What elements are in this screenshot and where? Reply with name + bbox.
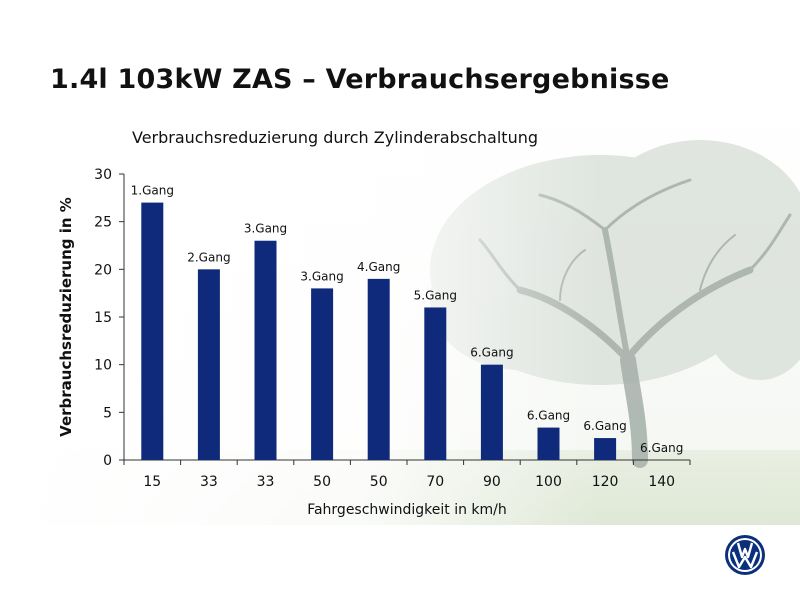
y-tick-label: 10	[94, 358, 112, 374]
bar	[141, 202, 164, 460]
data-label: 3.Gang	[300, 269, 343, 283]
y-tick-label: 25	[94, 215, 112, 231]
volkswagen-logo-icon	[725, 535, 765, 575]
y-tick-label: 15	[94, 310, 112, 326]
data-label: 2.Gang	[187, 250, 230, 264]
x-tick-label: 15	[143, 474, 161, 490]
bar	[480, 364, 503, 460]
bar-series	[141, 202, 617, 460]
page-title: 1.4l 103kW ZAS – Verbrauchsergebnisse	[50, 64, 670, 95]
x-tick-label: 50	[370, 474, 388, 490]
x-tick-label: 90	[483, 474, 501, 490]
data-label: 6.Gang	[640, 441, 683, 455]
x-tick-label: 120	[592, 474, 619, 490]
x-tick-label: 100	[535, 474, 562, 490]
data-label: 5.Gang	[414, 288, 457, 302]
bar	[197, 269, 220, 460]
x-axis-ticks: 15 33 33 50 50 70 90 100 120 140	[123, 460, 691, 490]
data-label: 6.Gang	[527, 409, 570, 423]
chart-title: Verbrauchsreduzierung durch Zylinderabsc…	[132, 128, 538, 147]
y-tick-label: 20	[94, 262, 112, 278]
bar	[311, 288, 334, 460]
data-label: 6.Gang	[583, 419, 626, 433]
x-tick-label: 140	[648, 474, 675, 490]
y-tick-label: 30	[94, 167, 112, 183]
x-axis-label: Fahrgeschwindigkeit in km/h	[307, 502, 507, 518]
data-labels: 1.Gang 2.Gang 3.Gang 3.Gang 4.Gang 5.Gang 6.Ga…	[131, 184, 684, 455]
data-label: 6.Gang	[470, 346, 513, 360]
x-tick-label: 33	[257, 474, 275, 490]
y-axis-ticks: 0 5 10 15 20 25 30	[94, 167, 124, 469]
y-tick-label: 5	[103, 405, 112, 421]
bar	[424, 307, 447, 460]
x-tick-label: 33	[200, 474, 218, 490]
data-label: 3.Gang	[244, 222, 287, 236]
bar	[594, 438, 617, 460]
bar	[367, 278, 390, 460]
data-label: 1.Gang	[131, 184, 174, 198]
x-tick-label: 50	[313, 474, 331, 490]
y-axis-label: Verbrauchsreduzierung in %	[57, 197, 75, 437]
data-label: 4.Gang	[357, 260, 400, 274]
bar	[254, 240, 277, 460]
bar	[537, 427, 560, 460]
x-tick-label: 70	[426, 474, 444, 490]
y-tick-label: 0	[103, 453, 112, 469]
